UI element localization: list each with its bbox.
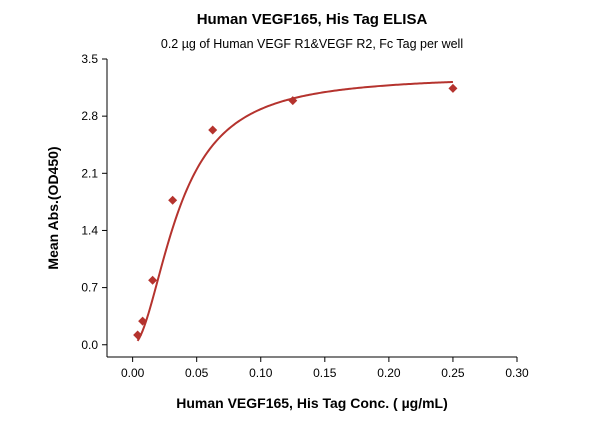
data-point xyxy=(138,316,148,326)
x-tick-label: 0.10 xyxy=(249,366,273,380)
chart-subtitle: 0.2 µg of Human VEGF R1&VEGF R2, Fc Tag … xyxy=(161,37,463,51)
y-axis-ticks: 0.0 0.7 1.4 2.1 2.8 3.5 xyxy=(81,52,107,352)
x-tick-label: 0.20 xyxy=(377,366,401,380)
data-points-layer xyxy=(133,83,458,340)
fit-curve xyxy=(136,80,453,342)
y-tick-label: 0.0 xyxy=(81,338,98,352)
x-tick-label: 0.15 xyxy=(313,366,337,380)
x-tick-label: 0.05 xyxy=(185,366,209,380)
y-tick-label: 1.4 xyxy=(81,223,98,237)
y-tick-label: 2.8 xyxy=(81,109,98,123)
fit-curve-layer xyxy=(136,80,453,342)
data-point xyxy=(133,330,143,340)
x-tick-label: 0.30 xyxy=(505,366,529,380)
x-tick-label: 0.00 xyxy=(121,366,145,380)
y-tick-label: 0.7 xyxy=(81,281,98,295)
data-point xyxy=(288,96,298,106)
x-axis-label: Human VEGF165, His Tag Conc. ( µg/mL) xyxy=(176,395,448,411)
y-tick-label: 3.5 xyxy=(81,52,98,66)
chart-title: Human VEGF165, His Tag ELISA xyxy=(197,11,428,28)
y-tick-label: 2.1 xyxy=(81,166,98,180)
data-point xyxy=(448,83,458,93)
data-point xyxy=(168,195,178,205)
data-point xyxy=(148,275,158,285)
y-axis-label: Mean Abs.(OD450) xyxy=(45,146,61,269)
x-tick-label: 0.25 xyxy=(441,366,465,380)
data-point xyxy=(208,125,218,135)
x-axis-ticks: 0.00 0.05 0.10 0.15 0.20 0.25 0.30 xyxy=(121,357,529,380)
